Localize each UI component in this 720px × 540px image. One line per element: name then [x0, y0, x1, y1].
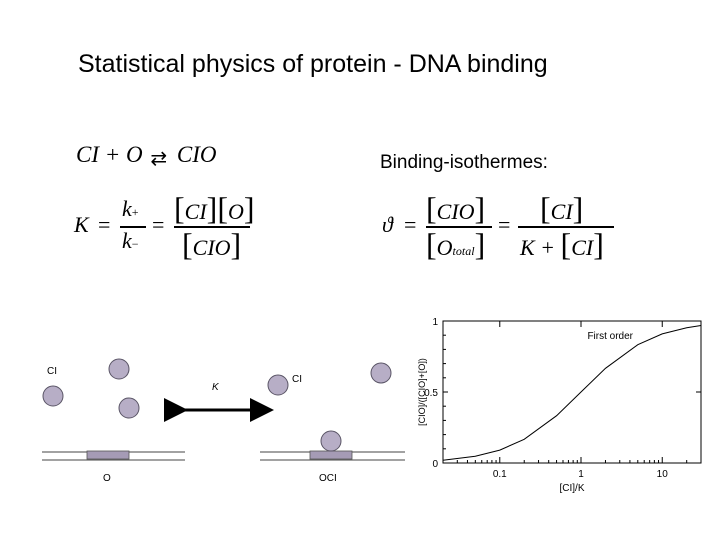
- reaction-rhs: CIO: [176, 142, 217, 167]
- y-tick-label: 0.5: [424, 388, 438, 399]
- isotherm-rhs-denominator: K + [CI]: [520, 226, 604, 262]
- isotherm-formula: ϑ = [CIO] [Ototal] = [CI] K + [CI]: [382, 192, 632, 272]
- free-repressor-bead: [42, 385, 64, 407]
- binding-schematic: CI O K CI OCI: [42, 358, 405, 484]
- equilibrium-formula: K = k+ k− = [CI][O] [CIO]: [74, 192, 274, 272]
- isotherm-label: Binding-isothermes:: [380, 152, 548, 173]
- plot-frame: [442, 320, 702, 464]
- numerator-concentrations: [CI][O]: [174, 190, 255, 226]
- free-repressor-bead: [108, 358, 130, 380]
- free-repressor-bead: [267, 374, 289, 396]
- binding-isotherm-chart: 0 0.5 1 0.1 1 10 First order [CI]/K [CIO]/([CIO]…: [417, 317, 702, 494]
- bound-repressor-bead: [320, 430, 342, 452]
- y-tick-label: 0: [432, 459, 438, 470]
- reaction-arrow: ⇄: [150, 148, 168, 170]
- denominator-concentration: [CIO]: [182, 226, 242, 262]
- isotherm-numerator: [CIO]: [426, 190, 486, 226]
- x-tick-label: 10: [657, 469, 669, 480]
- theta-symbol: ϑ: [382, 212, 393, 237]
- isotherm-equals-2: =: [498, 212, 511, 237]
- isotherm-equals-1: =: [404, 212, 417, 237]
- k-symbol: K: [74, 212, 89, 237]
- k-minus: k−: [122, 228, 139, 253]
- x-tick-label: 0.1: [493, 469, 507, 480]
- operator-site: [309, 450, 353, 460]
- free-repressor-bead: [118, 397, 140, 419]
- ci-label-left: CI: [47, 366, 57, 377]
- operator-site: [86, 450, 130, 460]
- fraction-line-2: [174, 226, 250, 228]
- o-label: O: [103, 473, 111, 484]
- k-plus: k+: [122, 196, 139, 221]
- reaction-lhs: CI + O: [76, 142, 143, 167]
- equals-sign-2: =: [152, 212, 165, 237]
- slide-title: Statistical physics of protein - DNA bin…: [78, 50, 548, 78]
- k-label: K: [212, 382, 220, 393]
- free-repressor-bead: [370, 362, 392, 384]
- isotherm-rhs-numerator: [CI]: [540, 190, 584, 226]
- x-tick-label: 1: [578, 469, 584, 480]
- equals-sign-1: =: [98, 212, 111, 237]
- y-tick-label: 1: [432, 317, 438, 328]
- isotherm-curve: [442, 325, 702, 461]
- reaction-equation: CI + O ⇄ CIO: [76, 142, 217, 170]
- x-axis-label: [CI]/K: [559, 483, 584, 494]
- y-axis-label: [CIO]/([CIO]+[O]): [417, 358, 427, 426]
- oci-label: OCI: [319, 473, 337, 484]
- ci-label-right: CI: [292, 374, 302, 385]
- curve-annotation: First order: [587, 331, 633, 342]
- isotherm-denominator: [Ototal]: [426, 226, 486, 262]
- isotherm-fraction-line-1: [426, 226, 492, 228]
- isotherm-fraction-line-2: [518, 226, 614, 228]
- fraction-line-1: [120, 226, 146, 228]
